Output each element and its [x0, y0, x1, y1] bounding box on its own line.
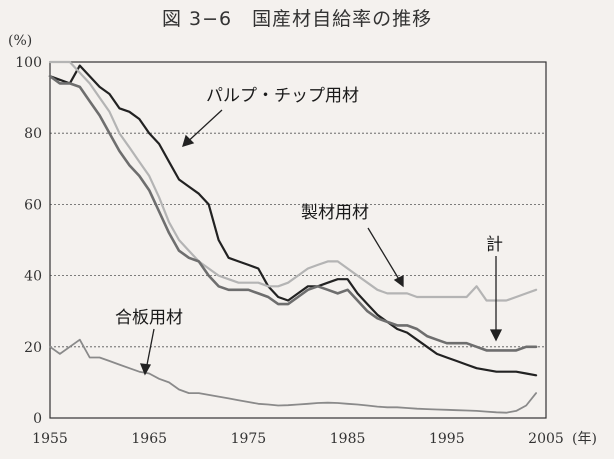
y-tick-label: 40 [24, 269, 42, 285]
x-tick-label: 1995 [429, 431, 465, 447]
label-total: 計 [486, 235, 503, 255]
plot-frame [49, 61, 547, 419]
chart-title: 図 3−6 国産材自給率の推移 [162, 8, 432, 30]
series-line-2 [48, 74, 538, 352]
label-sawmill: 製材用材 [301, 203, 369, 223]
y-tick-label: 0 [33, 411, 42, 427]
series-line-0 [48, 64, 538, 377]
label-plywood: 合板用材 [115, 308, 183, 328]
y-tick-label: 60 [24, 197, 42, 213]
arrow-plywood [145, 328, 155, 371]
y-tick-label: 100 [15, 55, 42, 71]
x-tick-label: 1985 [330, 431, 366, 447]
arrowhead-total [489, 329, 503, 342]
y-tick-label: 80 [24, 126, 42, 142]
x-tick-labels: 1955 1965 1975 1985 1995 2005 [32, 431, 564, 447]
x-tick-label: 1955 [32, 431, 68, 447]
y-tick-labels: 0 20 40 60 80 100 [15, 55, 42, 427]
arrow-sawmill [367, 227, 404, 287]
label-pulp-chip: パルプ・チップ用材 [206, 86, 359, 106]
annotation-arrows [139, 109, 503, 376]
series-line-1 [48, 60, 538, 302]
x-axis-unit: (年) [572, 431, 597, 447]
series-line-3 [49, 338, 537, 414]
y-axis-unit: (%) [8, 33, 32, 49]
series-lines [48, 60, 538, 414]
arrowhead-sawmill [393, 274, 404, 288]
x-tick-label: 2005 [528, 431, 564, 447]
arrowhead-plywood [139, 363, 152, 376]
x-tick-label: 1975 [231, 431, 267, 447]
y-tick-label: 20 [24, 340, 42, 356]
x-tick-label: 1965 [131, 431, 167, 447]
arrowhead-pulp [182, 134, 195, 147]
